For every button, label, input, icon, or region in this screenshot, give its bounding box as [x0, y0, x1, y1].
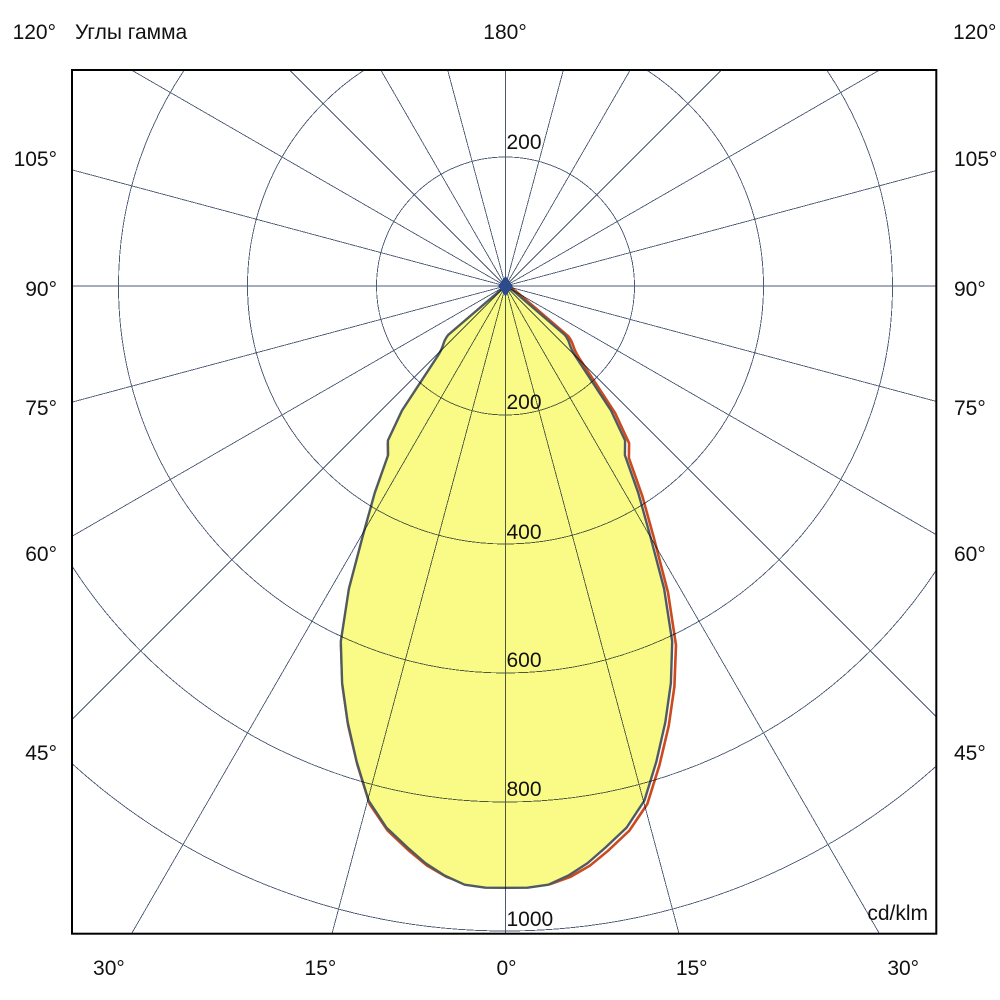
svg-text:120°: 120° [953, 21, 996, 44]
svg-text:600: 600 [507, 649, 542, 672]
svg-text:45°: 45° [25, 742, 57, 765]
svg-text:1000: 1000 [507, 908, 554, 931]
svg-text:200: 200 [507, 391, 542, 414]
svg-text:15°: 15° [305, 957, 337, 980]
svg-text:90°: 90° [25, 278, 57, 301]
svg-text:60°: 60° [25, 543, 57, 566]
svg-text:180°: 180° [483, 21, 526, 44]
svg-text:cd/klm: cd/klm [867, 902, 928, 925]
svg-text:800: 800 [507, 778, 542, 801]
svg-text:75°: 75° [954, 397, 986, 420]
svg-text:120°: 120° [13, 21, 56, 44]
svg-text:45°: 45° [954, 742, 986, 765]
svg-text:400: 400 [507, 521, 542, 544]
svg-text:60°: 60° [954, 543, 986, 566]
svg-text:75°: 75° [25, 397, 57, 420]
svg-text:200: 200 [507, 131, 542, 154]
svg-text:105°: 105° [954, 148, 997, 171]
svg-text:30°: 30° [93, 957, 125, 980]
svg-text:30°: 30° [887, 957, 919, 980]
svg-text:0°: 0° [496, 957, 516, 980]
svg-text:15°: 15° [676, 957, 708, 980]
svg-text:105°: 105° [14, 148, 57, 171]
svg-text:90°: 90° [954, 278, 986, 301]
svg-text:Углы гамма: Углы гамма [75, 21, 188, 44]
